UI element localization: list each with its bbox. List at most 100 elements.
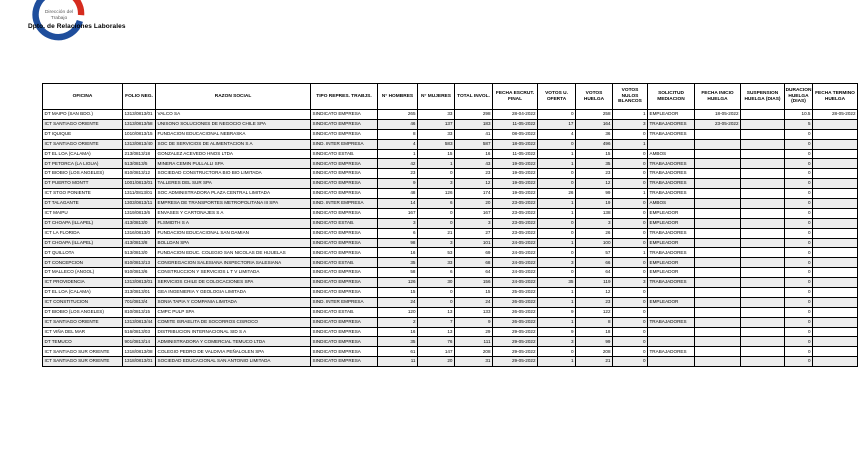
table-cell [740, 296, 785, 308]
table-cell: DT EL LOA (CALAMA) [42, 287, 123, 298]
table-cell: 99 [575, 336, 613, 348]
table-cell: 583 [417, 138, 455, 150]
table-cell: 0 [612, 326, 648, 338]
table-cell: SOC ADMINISTRADORA PLAZA CENTRAL LIMITAD… [155, 188, 311, 200]
column-header: DURACION HUELGA (DIAS) [784, 83, 813, 110]
table-cell: VALCO SA [155, 109, 311, 120]
table-cell [812, 326, 858, 338]
table-cell: 0 [612, 178, 648, 190]
table-cell: DT CHOAPA (ILLAPEL) [42, 237, 123, 249]
table-cell: 29 [454, 326, 493, 338]
table-cell: 810/0813/13 [122, 257, 156, 269]
table-row: ICT STGO PONIENTE 1311/0813/01 SOC ADMINIS… [42, 188, 858, 200]
table-cell: 0 [612, 316, 648, 328]
column-header: VOTOS U. OFERTA [537, 83, 576, 110]
table-row: DT QUILLOTA 513/0813/0 FUNDACION EDUC. COL… [42, 247, 858, 259]
table-cell [740, 247, 785, 259]
table-cell: 298 [454, 109, 493, 120]
table-cell: 1 [612, 109, 648, 120]
table-cell: 42 [377, 158, 418, 170]
dt-government-logo: Dirección del Trabajo [30, 0, 88, 43]
table-cell: 16 [454, 148, 493, 160]
logo-text-line1: Dirección del [45, 9, 73, 15]
table-cell [812, 148, 858, 160]
table-header: OFICINA FOLIO NEG. RAZON SOCIAL TIPO REPRES… [42, 83, 858, 110]
column-header: FECHA TERMINO HUELGA [812, 83, 858, 110]
table-cell: 513/0813/5 [122, 158, 156, 170]
table-cell: 1313/0813/58 [122, 118, 156, 130]
table-cell [694, 128, 741, 140]
table-cell [812, 188, 858, 200]
table-cell [694, 346, 741, 358]
table-cell: DISTRIBUCION INTERNACIONAL SID S A [155, 326, 311, 338]
table-cell: TRABAJADORES [647, 118, 695, 130]
table-row: DT CHOAPA (ILLAPEL) 413/0813/0 FLSMIDTH S … [42, 217, 858, 229]
table-cell: 1 [537, 207, 576, 219]
column-header: SOLICITUD MEDIACION [647, 83, 695, 110]
table-cell: 1313/0813/40 [122, 138, 156, 150]
table-cell: 8 [377, 128, 418, 140]
table-cell: FLSMIDTH S A [155, 217, 311, 229]
table-cell: 101 [454, 237, 493, 249]
table-cell: 1311/0813/01 [122, 188, 156, 200]
table-cell: TRABAJADORES [647, 346, 695, 358]
table-cell: EMPLEADOR [647, 267, 695, 279]
table-cell: 0 [612, 217, 648, 229]
table-cell: 35 [537, 277, 576, 289]
table-cell: 0 [784, 227, 813, 239]
table-cell: 6 [417, 198, 455, 209]
table-row: ICT CONSTITUCION 701/0813/4 SONIA TAPIA Y … [42, 296, 858, 308]
table-cell [740, 109, 785, 120]
table-cell: 35 [575, 158, 613, 170]
table-cell: 3 [417, 178, 455, 190]
table-cell [812, 346, 858, 358]
table-cell: 18-05-2022 [492, 138, 538, 150]
table-cell: CMPC PULP SPA [155, 306, 311, 318]
table-cell: 0 [612, 346, 648, 358]
table-cell [812, 336, 858, 348]
table-row: DT TALAGANTE 1303/0813/11 EMPRESA DE TRANS… [42, 198, 858, 209]
table-cell [647, 287, 695, 298]
table-cell: SINDICATO ESTAB. [310, 217, 378, 229]
table-cell: DT PUERTO MONTT [42, 178, 123, 190]
table-cell: FUNDACION EDUCACIONAL SAN DAMIAN [155, 227, 311, 239]
table-cell [812, 277, 858, 289]
table-cell: 1 [537, 296, 576, 308]
table-cell: SINDICATO EMPRESA [310, 109, 378, 120]
table-cell [812, 257, 858, 269]
table-cell: 29-05-2022 [492, 356, 538, 368]
table-cell [740, 188, 785, 200]
table-row: DT TEMUCO 901/0813/14 ADMINISTRADORA Y COM… [42, 336, 858, 348]
table-cell [812, 128, 858, 140]
table-cell: SOCIEDAD EDUCACIONAL SAN ANTONIO LIMITAD… [155, 356, 311, 368]
table-cell: 0 [784, 306, 813, 318]
table-cell [740, 316, 785, 328]
table-cell [694, 198, 741, 209]
table-cell: 19-05-2022 [492, 158, 538, 170]
table-cell: 1313/0813/01 [122, 277, 156, 289]
table-cell: 0 [784, 198, 813, 209]
table-cell: 0 [784, 267, 813, 279]
table-cell [694, 247, 741, 259]
table-cell: TALLERES DEL SUR SPA [155, 178, 311, 190]
table-cell: 76 [417, 336, 455, 348]
table-row: ICT SANTIAGO ORIENTE 1313/0813/40 SOC DE S… [42, 138, 858, 150]
table-cell: 99 [575, 188, 613, 200]
table-cell: 3 [537, 257, 576, 269]
table-cell: 0 [784, 316, 813, 328]
table-cell: 28-05-2022 [812, 109, 858, 120]
table-cell [694, 306, 741, 318]
table-cell: 08-05-2022 [492, 128, 538, 140]
table-cell: 1 [537, 148, 576, 160]
table-cell: 46 [377, 118, 418, 130]
table-cell: 29-05-2022 [492, 346, 538, 358]
table-cell [812, 198, 858, 209]
table-cell [694, 356, 741, 368]
table-cell: 174 [454, 188, 493, 200]
table-cell: 33 [417, 257, 455, 269]
table-cell [647, 306, 695, 318]
table-cell: 23-05-2022 [492, 217, 538, 229]
table-cell: 0 [784, 207, 813, 219]
table-cell: 57 [575, 247, 613, 259]
table-cell: 0 [537, 247, 576, 259]
